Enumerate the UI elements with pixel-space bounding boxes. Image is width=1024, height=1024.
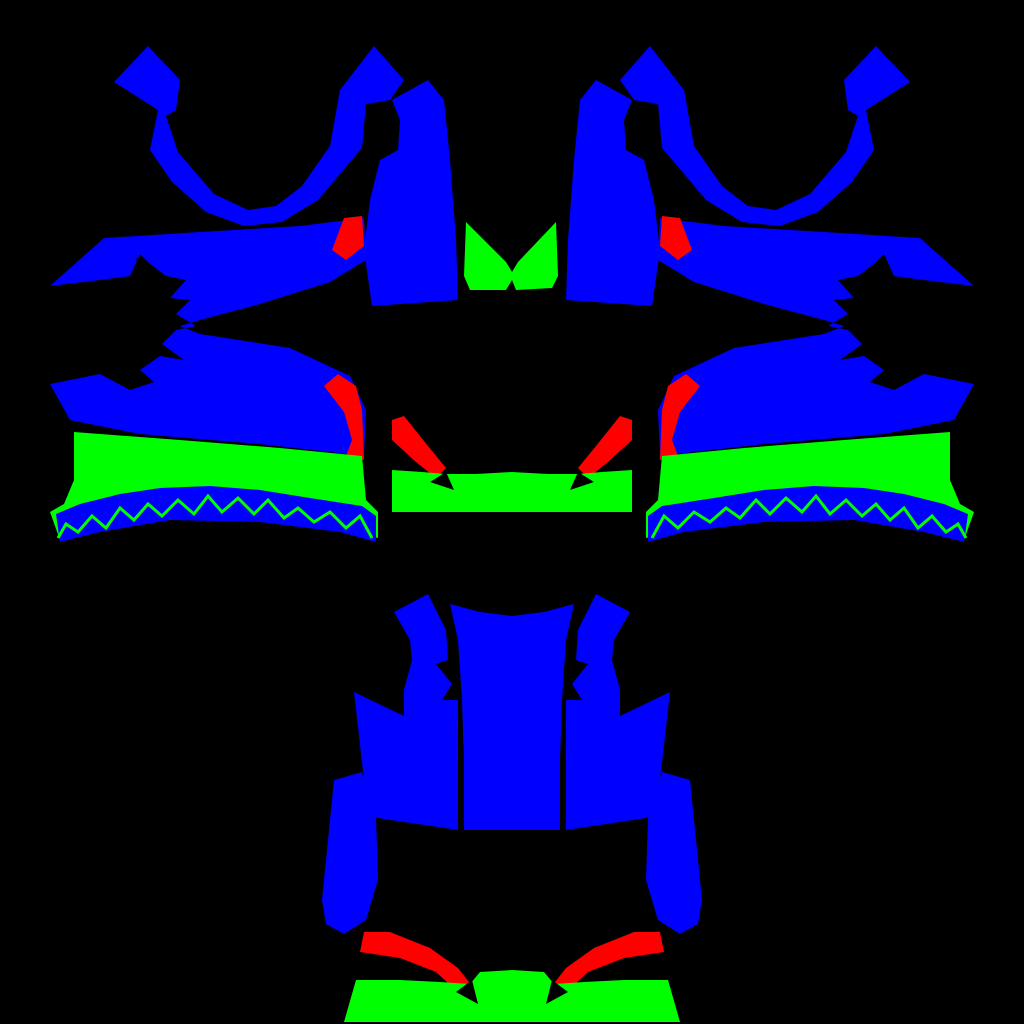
- left-sleeve: [50, 216, 366, 460]
- right-sleeve-cuff: [646, 432, 974, 542]
- left-sleeve-cuff: [50, 432, 378, 542]
- collar-piece: [464, 222, 558, 290]
- body-front-center: [450, 604, 574, 830]
- center-waistband: [392, 416, 632, 512]
- right-hood-strap: [620, 46, 910, 226]
- right-sleeve: [658, 216, 974, 460]
- left-hood-strap: [114, 46, 404, 226]
- right-front-panel: [566, 80, 660, 306]
- body-hem: [344, 932, 680, 1022]
- left-front-panel: [364, 80, 458, 306]
- body-front-right: [566, 594, 702, 934]
- body-front-left: [322, 594, 458, 934]
